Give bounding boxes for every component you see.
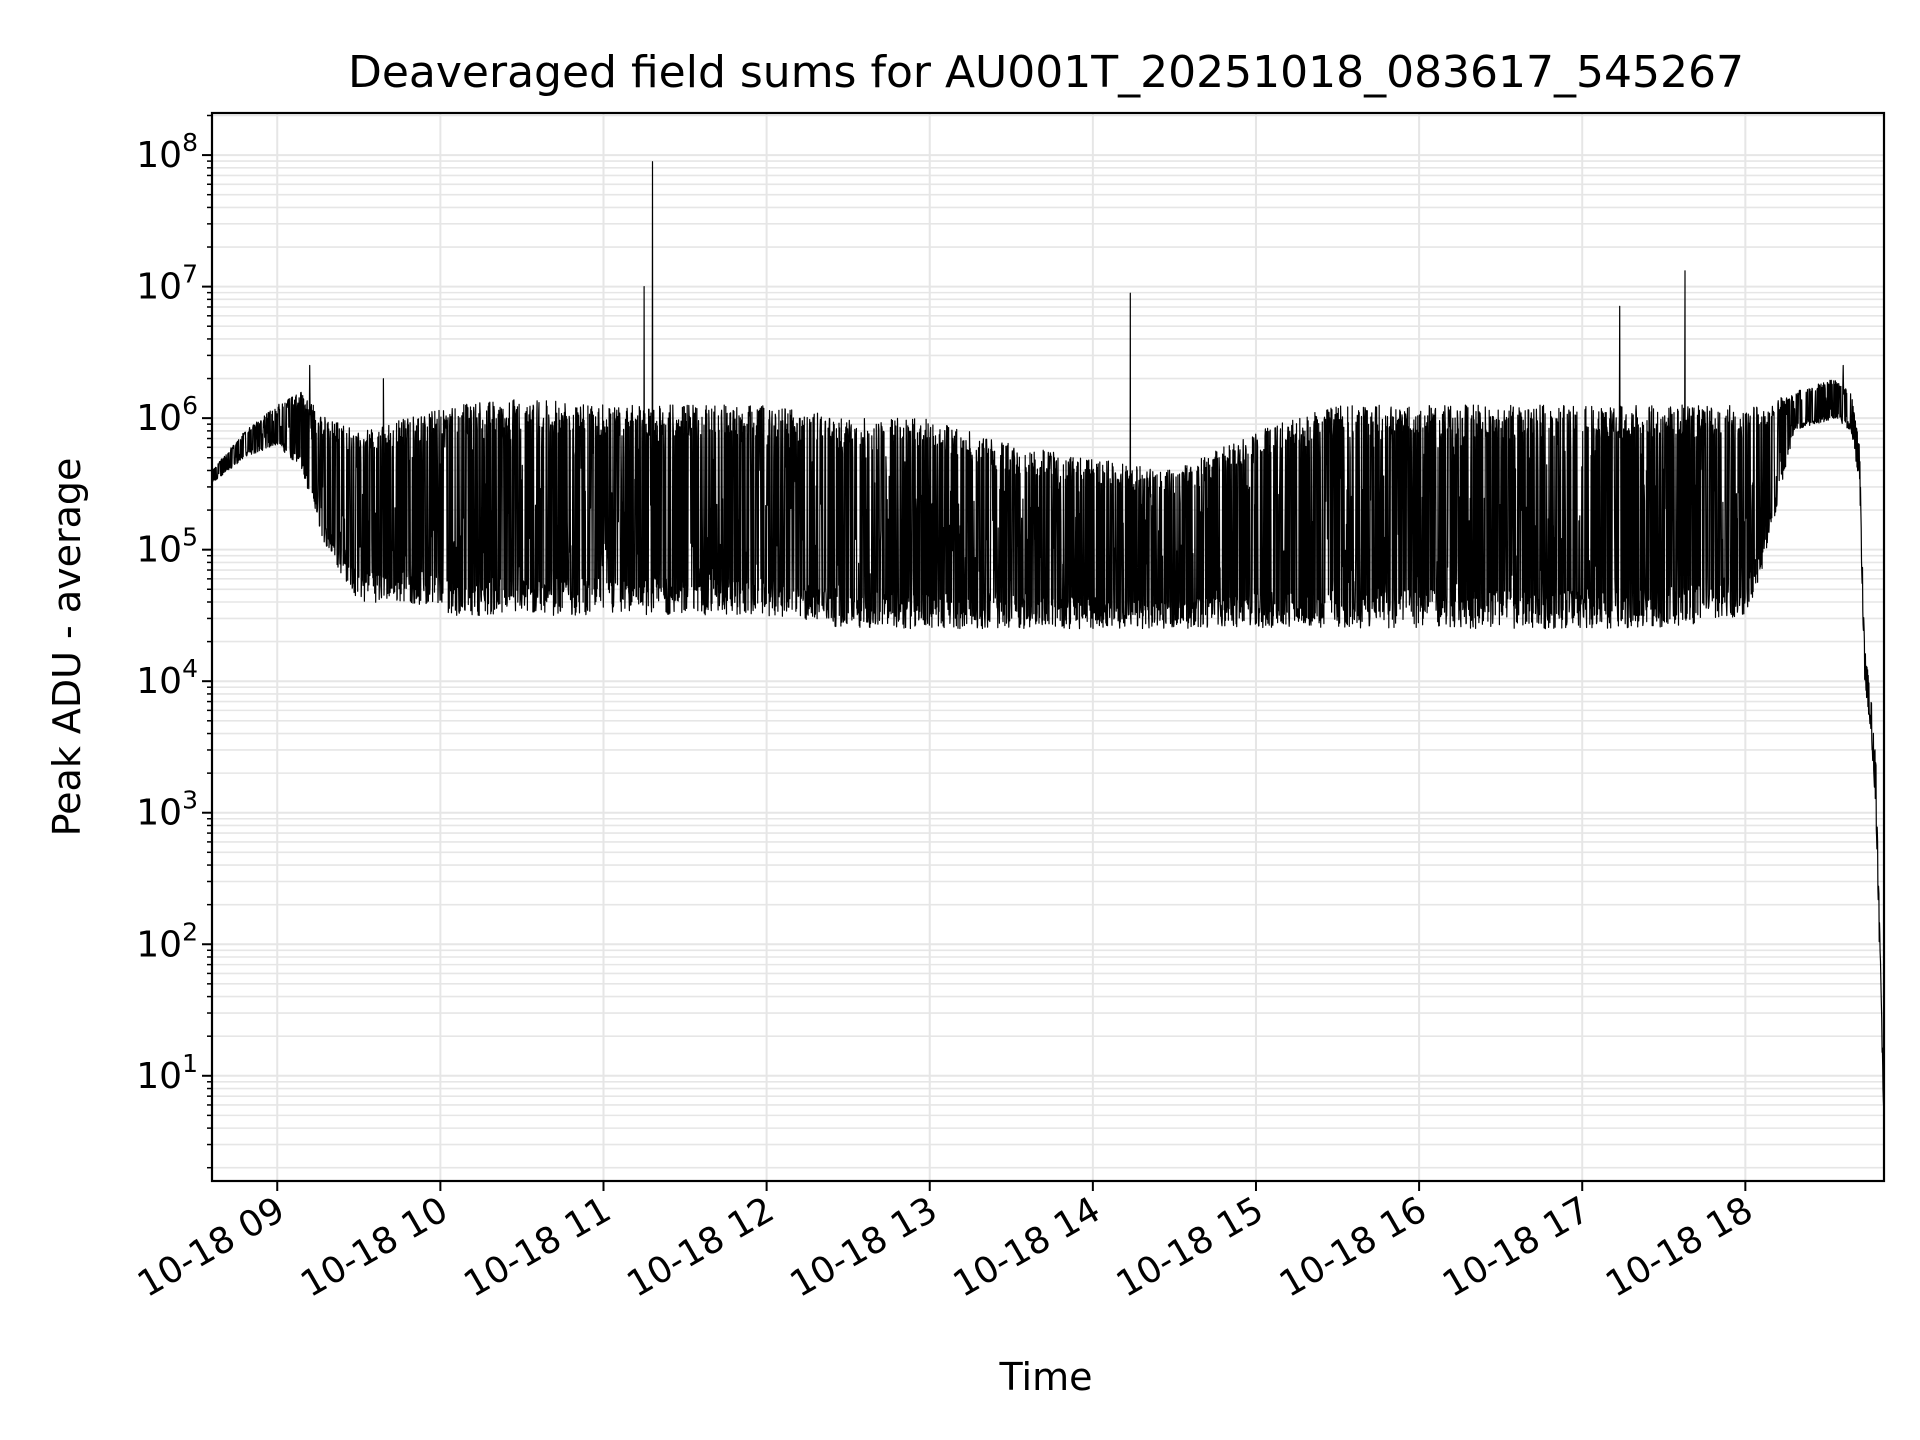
y-tick-label: 107 bbox=[136, 260, 198, 308]
chart-title: Deaveraged field sums for AU001T_2025101… bbox=[348, 47, 1744, 98]
y-axis: 101 102 103 104 105 106 107 108 bbox=[136, 114, 212, 1169]
x-tick-label: 10-18 14 bbox=[947, 1189, 1108, 1305]
x-tick-label: 10-18 12 bbox=[620, 1189, 781, 1305]
x-tick-label: 10-18 11 bbox=[457, 1189, 618, 1305]
y-tick-label: 103 bbox=[136, 786, 198, 834]
y-tick-label: 108 bbox=[136, 128, 198, 176]
x-axis: 10-18 09 10-18 10 10-18 11 10-18 12 10-18 13… bbox=[131, 1181, 1760, 1306]
y-tick-label: 101 bbox=[136, 1049, 198, 1097]
grid bbox=[212, 113, 1884, 1181]
x-tick-label: 10-18 17 bbox=[1436, 1189, 1597, 1305]
x-tick-label: 10-18 09 bbox=[131, 1189, 292, 1305]
series-line-group bbox=[211, 161, 1885, 1129]
x-axis-label: Time bbox=[999, 1355, 1093, 1399]
x-tick-label: 10-18 16 bbox=[1273, 1189, 1434, 1305]
x-tick-label: 10-18 13 bbox=[784, 1189, 945, 1305]
y-tick-label: 102 bbox=[136, 917, 198, 965]
y-axis-label: Peak ADU - average bbox=[45, 458, 89, 837]
y-tick-label: 105 bbox=[136, 523, 198, 571]
x-tick-label: 10-18 10 bbox=[294, 1189, 455, 1305]
x-tick-label: 10-18 18 bbox=[1599, 1189, 1760, 1305]
y-tick-label: 106 bbox=[136, 391, 198, 439]
plot-frame bbox=[210, 111, 1886, 1183]
series-line bbox=[211, 161, 1885, 1129]
y-tick-label: 104 bbox=[136, 654, 198, 702]
x-tick-label: 10-18 15 bbox=[1110, 1189, 1271, 1305]
